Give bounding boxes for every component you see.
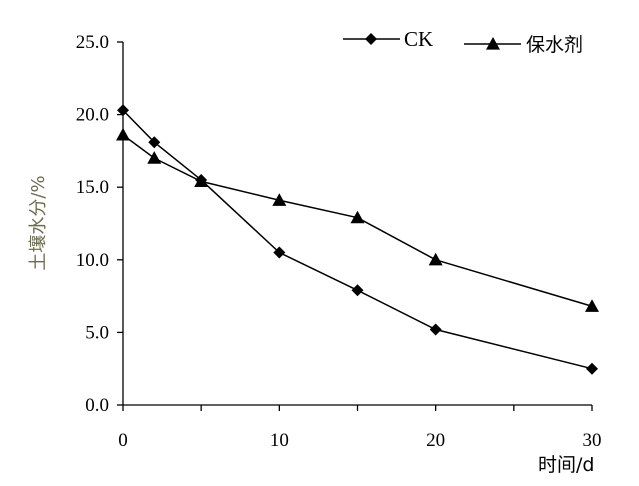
- data-point-diamond: [117, 104, 129, 117]
- y-tick-label: 0.0: [85, 395, 109, 416]
- data-point-triangle: [194, 174, 209, 187]
- y-axis-ticks: 0.0 5.0 10.0 15.0 20.0 25.0: [76, 32, 123, 416]
- legend-item-water-retaining-agent: 保水剂: [464, 34, 583, 56]
- data-point-triangle: [272, 193, 287, 206]
- y-tick-label: 25.0: [76, 32, 109, 53]
- y-tick-label: 20.0: [76, 105, 109, 126]
- data-point-diamond: [429, 323, 442, 336]
- legend-triangle-marker: [486, 37, 500, 50]
- data-point-triangle: [116, 127, 130, 141]
- legend-label: 保水剂: [526, 34, 583, 56]
- y-axis-label: 土壤水分/%: [28, 175, 49, 270]
- data-point-triangle: [585, 299, 599, 312]
- data-point-diamond: [586, 362, 598, 375]
- legend-label: CK: [404, 27, 433, 51]
- legend: CK 保水剂: [343, 27, 583, 56]
- y-tick-label: 5.0: [85, 322, 109, 343]
- data-point-triangle: [147, 151, 162, 164]
- x-tick-label: 0: [118, 430, 128, 451]
- data-point-triangle: [350, 210, 365, 224]
- x-axis-ticks: 0 10 20 30: [118, 405, 602, 451]
- data-point-diamond: [273, 246, 286, 259]
- x-tick-label: 10: [270, 430, 289, 451]
- data-point-diamond: [351, 284, 364, 297]
- y-tick-label: 15.0: [76, 177, 109, 198]
- series-layer: [116, 104, 599, 375]
- legend-item-ck: CK: [343, 27, 433, 51]
- legend-diamond-marker: [365, 33, 377, 45]
- x-tick-label: 20: [426, 430, 445, 451]
- x-tick-label: 30: [583, 430, 602, 451]
- data-point-triangle: [428, 252, 443, 266]
- x-axis-label: 时间/d: [538, 454, 594, 476]
- series-ck: [117, 104, 598, 375]
- y-tick-label: 10.0: [76, 250, 109, 271]
- series-line: [122, 109, 593, 370]
- data-point-diamond: [148, 136, 161, 149]
- series-water-retaining-agent: [116, 127, 599, 312]
